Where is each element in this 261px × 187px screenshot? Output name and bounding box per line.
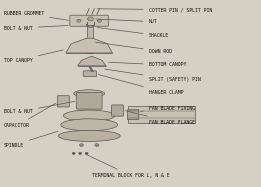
Polygon shape bbox=[87, 17, 94, 21]
Circle shape bbox=[79, 144, 84, 147]
Text: BOLT & NUT: BOLT & NUT bbox=[4, 101, 75, 114]
FancyBboxPatch shape bbox=[87, 25, 93, 53]
Text: COTTER PIN / SPLIT PIN: COTTER PIN / SPLIT PIN bbox=[97, 7, 212, 12]
Ellipse shape bbox=[63, 110, 115, 121]
Text: RUBBER GROMMET: RUBBER GROMMET bbox=[4, 11, 68, 20]
FancyBboxPatch shape bbox=[57, 96, 69, 107]
Circle shape bbox=[79, 152, 82, 154]
Ellipse shape bbox=[61, 119, 118, 131]
FancyBboxPatch shape bbox=[112, 105, 123, 116]
Text: FAN BLADE FIXING: FAN BLADE FIXING bbox=[141, 106, 195, 112]
Text: BOTTOM CANOPY: BOTTOM CANOPY bbox=[109, 62, 186, 68]
Text: SHACKLE: SHACKLE bbox=[97, 27, 169, 38]
FancyBboxPatch shape bbox=[127, 110, 139, 120]
FancyBboxPatch shape bbox=[83, 71, 96, 76]
Polygon shape bbox=[128, 106, 195, 123]
Circle shape bbox=[85, 152, 88, 154]
Text: DOWN ROD: DOWN ROD bbox=[96, 42, 171, 54]
Circle shape bbox=[95, 144, 99, 147]
FancyBboxPatch shape bbox=[70, 15, 109, 26]
Circle shape bbox=[97, 19, 102, 22]
Text: BOLT & NUT: BOLT & NUT bbox=[4, 25, 68, 31]
Text: NUT: NUT bbox=[96, 19, 157, 24]
Text: SPINDLE: SPINDLE bbox=[4, 131, 58, 148]
FancyBboxPatch shape bbox=[76, 93, 102, 109]
Ellipse shape bbox=[58, 130, 120, 141]
Polygon shape bbox=[66, 38, 112, 53]
Polygon shape bbox=[78, 57, 106, 66]
Text: FAN BLADE FLANGE: FAN BLADE FLANGE bbox=[126, 111, 195, 125]
Text: TOP CANOPY: TOP CANOPY bbox=[4, 50, 63, 63]
Text: SPLIT (SAFETY) PIN: SPLIT (SAFETY) PIN bbox=[105, 69, 200, 82]
Text: HANGER CLAMP: HANGER CLAMP bbox=[98, 74, 183, 95]
Text: CAPACITOR: CAPACITOR bbox=[4, 103, 56, 128]
Circle shape bbox=[72, 152, 75, 154]
Text: TERMINAL BLOCK FOR L, N & E: TERMINAL BLOCK FOR L, N & E bbox=[87, 155, 169, 178]
Ellipse shape bbox=[74, 90, 105, 97]
Circle shape bbox=[77, 19, 81, 22]
